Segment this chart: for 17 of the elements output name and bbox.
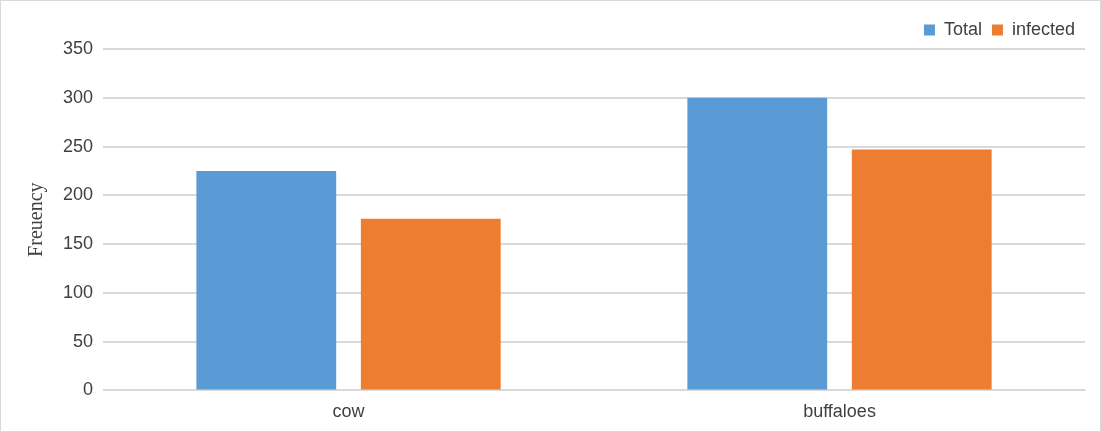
bar (851, 149, 992, 390)
legend-label: Total (943, 18, 982, 39)
bar (196, 170, 337, 390)
x-tick-label: cow (332, 401, 366, 422)
y-tick-label: 100 (62, 281, 94, 302)
y-tick-label: 300 (62, 86, 94, 107)
bar (687, 97, 828, 390)
y-tick-label: 350 (62, 37, 94, 58)
y-tick-label: 150 (62, 233, 94, 254)
bar (360, 218, 501, 390)
x-tick-label: buffaloes (803, 401, 876, 422)
y-tick-label: 250 (62, 135, 94, 156)
y-tick-label: 50 (73, 330, 94, 351)
y-axis-title: Freuency (24, 182, 48, 257)
legend-label: infected (1011, 18, 1075, 39)
y-tick-label: 200 (62, 184, 94, 205)
y-tick-label: 0 (83, 379, 94, 400)
